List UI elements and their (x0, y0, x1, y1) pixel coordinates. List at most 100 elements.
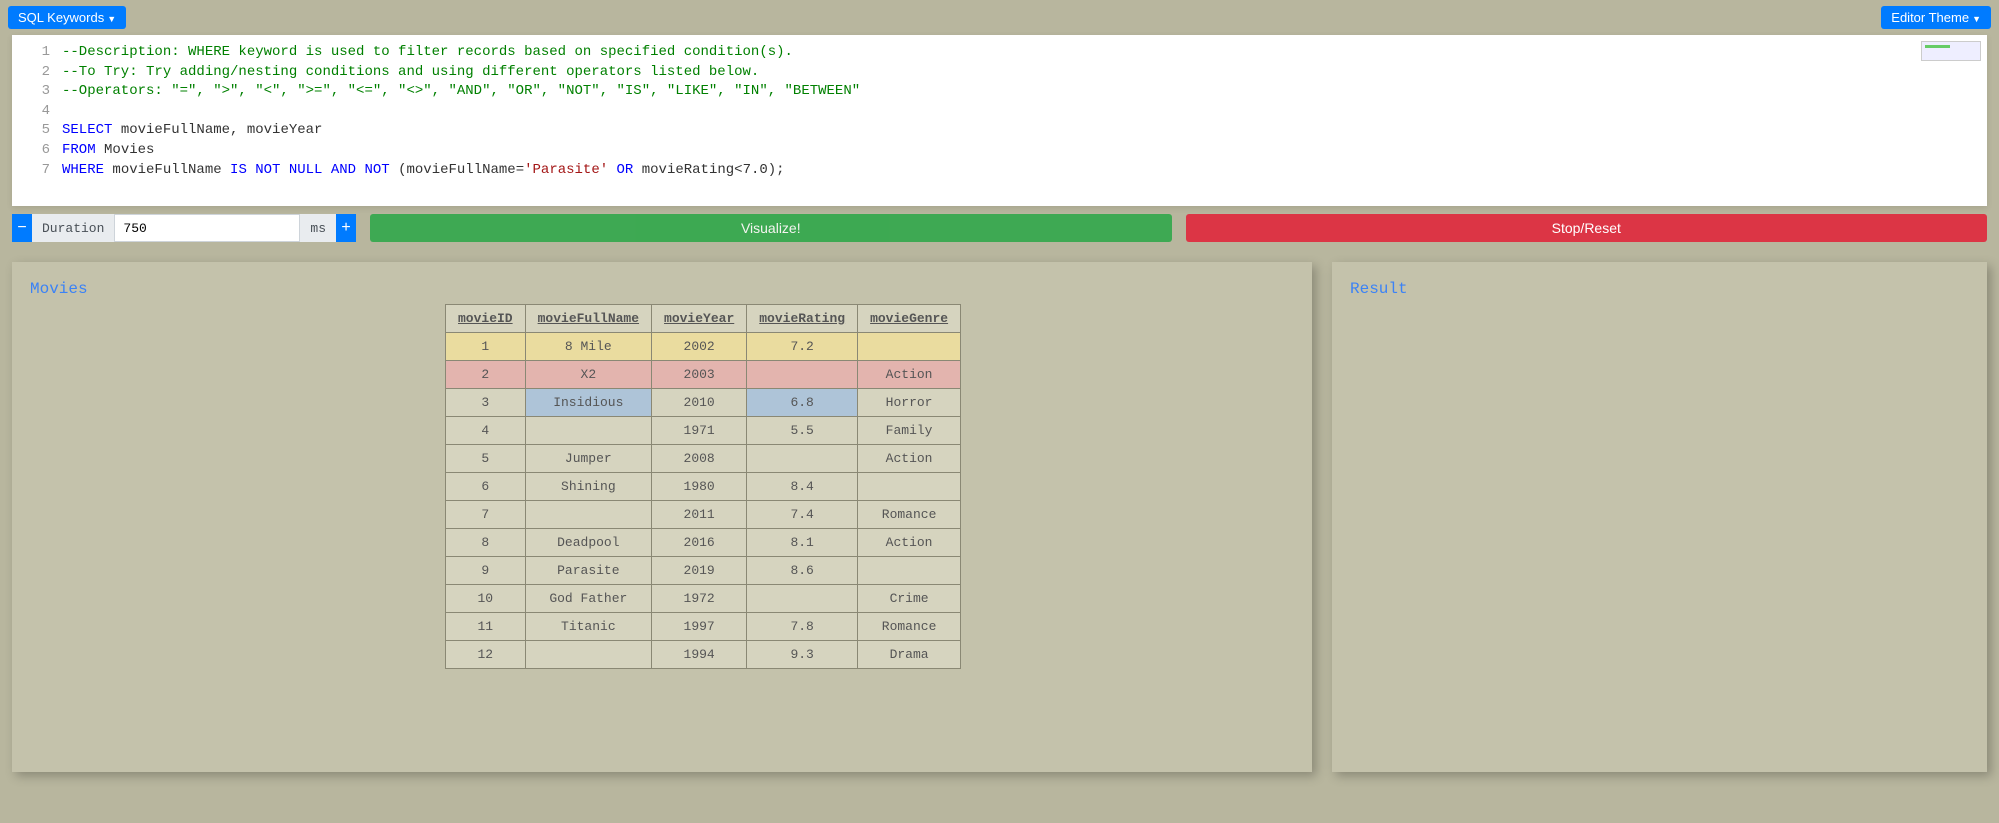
visualize-button[interactable]: Visualize! (370, 214, 1171, 242)
minimap[interactable] (1921, 41, 1981, 61)
table-cell: 2019 (652, 557, 747, 585)
table-cell: 8.4 (747, 473, 858, 501)
table-cell: 2002 (652, 333, 747, 361)
table-cell (858, 333, 961, 361)
controls-bar: − Duration ms + Visualize! Stop/Reset (0, 206, 1999, 250)
table-cell (525, 417, 651, 445)
duration-increase-button[interactable]: + (336, 214, 356, 242)
table-cell: 7 (446, 501, 526, 529)
table-cell: 8.6 (747, 557, 858, 585)
table-cell: Action (858, 361, 961, 389)
table-cell (858, 473, 961, 501)
table-cell: 2008 (652, 445, 747, 473)
table-cell: 1 (446, 333, 526, 361)
column-header: movieRating (747, 305, 858, 333)
line-gutter: 1234567 (12, 43, 62, 180)
duration-input[interactable] (114, 214, 300, 242)
table-cell: 5 (446, 445, 526, 473)
table-row: 18 Mile20027.2 (446, 333, 961, 361)
table-cell: Drama (858, 641, 961, 669)
table-cell (525, 501, 651, 529)
table-cell: 6.8 (747, 389, 858, 417)
table-row: 3Insidious20106.8Horror (446, 389, 961, 417)
sql-keywords-label: SQL Keywords (18, 10, 104, 25)
table-cell: 1997 (652, 613, 747, 641)
table-row: 6Shining19808.4 (446, 473, 961, 501)
table-cell: Action (858, 529, 961, 557)
chevron-down-icon: ▼ (107, 14, 116, 24)
duration-group: − Duration ms + (12, 214, 356, 242)
table-row: 9Parasite20198.6 (446, 557, 961, 585)
duration-label: Duration (32, 214, 114, 242)
table-cell: Action (858, 445, 961, 473)
table-row: 5Jumper2008Action (446, 445, 961, 473)
duration-decrease-button[interactable]: − (12, 214, 32, 242)
table-cell: X2 (525, 361, 651, 389)
table-cell: 4 (446, 417, 526, 445)
table-cell: Family (858, 417, 961, 445)
editor-content: 1234567 --Description: WHERE keyword is … (12, 35, 1987, 206)
table-cell: Shining (525, 473, 651, 501)
table-cell: 8.1 (747, 529, 858, 557)
chevron-down-icon: ▼ (1972, 14, 1981, 24)
table-cell: 9.3 (747, 641, 858, 669)
result-title: Result (1350, 280, 1969, 298)
editor-theme-label: Editor Theme (1891, 10, 1969, 25)
table-cell: 2011 (652, 501, 747, 529)
table-cell (525, 641, 651, 669)
data-panel: Movies movieIDmovieFullNamemovieYearmovi… (12, 262, 1312, 772)
editor-theme-dropdown[interactable]: Editor Theme▼ (1881, 6, 1991, 29)
table-cell: 8 Mile (525, 333, 651, 361)
column-header: movieYear (652, 305, 747, 333)
table-row: 12 19949.3Drama (446, 641, 961, 669)
table-cell: 1971 (652, 417, 747, 445)
table-cell: 7.2 (747, 333, 858, 361)
duration-unit: ms (300, 214, 336, 242)
table-cell: 11 (446, 613, 526, 641)
table-cell: Titanic (525, 613, 651, 641)
table-cell: 9 (446, 557, 526, 585)
sql-keywords-dropdown[interactable]: SQL Keywords▼ (8, 6, 126, 29)
table-cell: 3 (446, 389, 526, 417)
table-cell: Romance (858, 501, 961, 529)
table-row: 10God Father1972 Crime (446, 585, 961, 613)
table-cell: 12 (446, 641, 526, 669)
column-header: movieGenre (858, 305, 961, 333)
reset-button[interactable]: Stop/Reset (1186, 214, 1987, 242)
result-panel: Result (1332, 262, 1987, 772)
table-cell: Crime (858, 585, 961, 613)
movies-table: movieIDmovieFullNamemovieYearmovieRating… (445, 304, 961, 669)
code-area[interactable]: --Description: WHERE keyword is used to … (62, 43, 1987, 180)
table-cell: 1980 (652, 473, 747, 501)
column-header: movieFullName (525, 305, 651, 333)
table-cell (747, 445, 858, 473)
code-editor[interactable]: 1234567 --Description: WHERE keyword is … (12, 35, 1987, 206)
table-cell: Horror (858, 389, 961, 417)
table-cell: God Father (525, 585, 651, 613)
table-cell: Romance (858, 613, 961, 641)
table-cell: 2010 (652, 389, 747, 417)
table-title: Movies (30, 280, 1294, 298)
table-cell (858, 557, 961, 585)
table-row: 11Titanic19977.8Romance (446, 613, 961, 641)
table-cell: 2016 (652, 529, 747, 557)
table-cell: 1972 (652, 585, 747, 613)
table-cell: 1994 (652, 641, 747, 669)
panels: Movies movieIDmovieFullNamemovieYearmovi… (0, 250, 1999, 784)
table-cell: Parasite (525, 557, 651, 585)
table-cell: 10 (446, 585, 526, 613)
table-row: 720117.4Romance (446, 501, 961, 529)
table-cell: 5.5 (747, 417, 858, 445)
table-cell (747, 585, 858, 613)
table-cell: 7.8 (747, 613, 858, 641)
column-header: movieID (446, 305, 526, 333)
table-cell: 8 (446, 529, 526, 557)
table-cell (747, 361, 858, 389)
table-cell: 6 (446, 473, 526, 501)
table-row: 4 19715.5Family (446, 417, 961, 445)
table-row: 2X22003 Action (446, 361, 961, 389)
table-cell: 2003 (652, 361, 747, 389)
table-cell: 2 (446, 361, 526, 389)
table-cell: Insidious (525, 389, 651, 417)
topbar: SQL Keywords▼ Editor Theme▼ (0, 0, 1999, 35)
